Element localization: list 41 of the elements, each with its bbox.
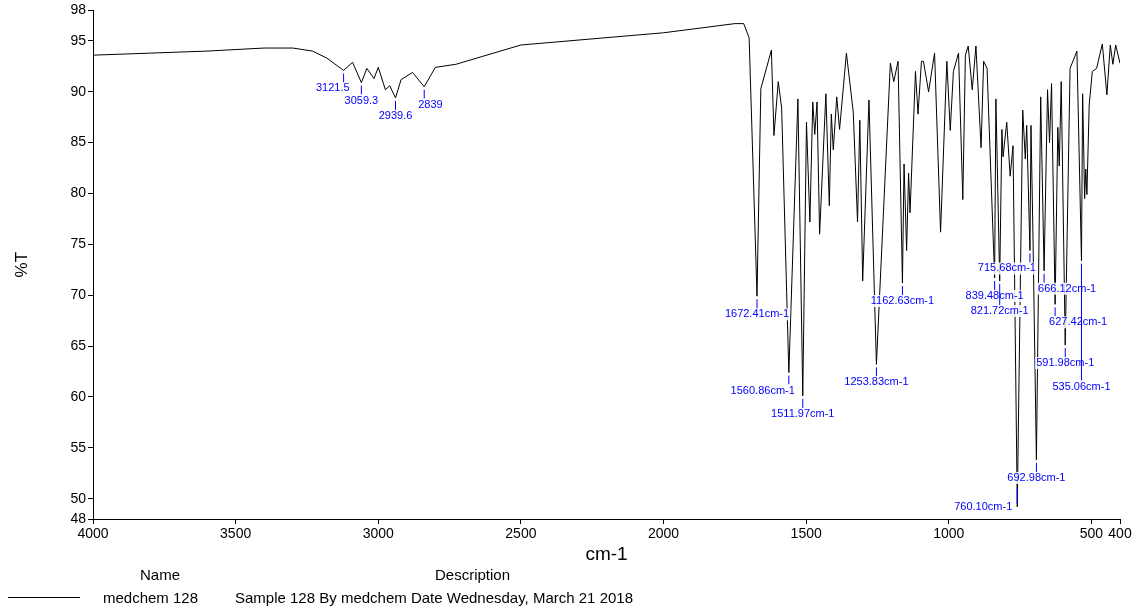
annotation: 1253.83cm-1	[844, 375, 909, 388]
x-tick-label: 2500	[505, 525, 537, 542]
x-tick-label: 400	[1108, 525, 1132, 542]
annotation: 535.06cm-1	[1052, 379, 1111, 392]
annotation: 2939.6	[378, 108, 413, 121]
annotation: 1560.86cm-1	[730, 383, 795, 396]
x-tick-label: 1500	[790, 525, 822, 542]
y-tick-label: 65	[70, 336, 87, 353]
x-tick-label: 4000	[77, 525, 109, 542]
annotation: 821.72cm-1	[970, 304, 1029, 317]
x-tick-label: 2000	[647, 525, 680, 542]
annotation: 692.98cm-1	[1007, 471, 1066, 484]
x-tick-label: 500	[1079, 525, 1104, 542]
y-tick-label: 75	[70, 235, 87, 252]
y-tick-label: 98	[70, 1, 87, 18]
annotation: 1672.41cm-1	[724, 307, 790, 320]
y-tick-label: 50	[70, 489, 87, 506]
x-tick-label: 1000	[933, 525, 965, 542]
x-tick-label: 3500	[220, 525, 252, 542]
y-tick-label: 55	[70, 438, 87, 455]
x-tick-label: 3000	[362, 525, 395, 542]
y-tick-label: 90	[70, 82, 87, 99]
annotation: 760.10cm-1	[954, 499, 1013, 512]
y-tick-label: 60	[70, 387, 87, 404]
y-tick-label: 48	[70, 509, 87, 526]
annotation: 1162.63cm-1	[870, 294, 935, 307]
text: Name	[140, 566, 181, 583]
annotation: 3121.5	[315, 81, 350, 94]
annotation: 2839	[418, 97, 443, 110]
legend-label: medchem 128	[103, 589, 199, 606]
annotation: 3059.3	[344, 93, 379, 106]
y-axis-title: %T	[11, 251, 31, 278]
text: Sample 128 By medchem Date Wednesday, March 21 2018	[235, 589, 633, 606]
y-tick-label: 80	[70, 184, 87, 201]
annotation: 715.68cm-1	[977, 261, 1036, 274]
annotation: 1511.97cm-1	[771, 406, 835, 419]
text: Description	[435, 566, 511, 583]
y-tick-label: 85	[70, 133, 87, 150]
x-axis-title: cm-1	[585, 542, 628, 564]
y-tick-label: 95	[70, 31, 87, 48]
y-tick-label: 70	[70, 286, 87, 303]
